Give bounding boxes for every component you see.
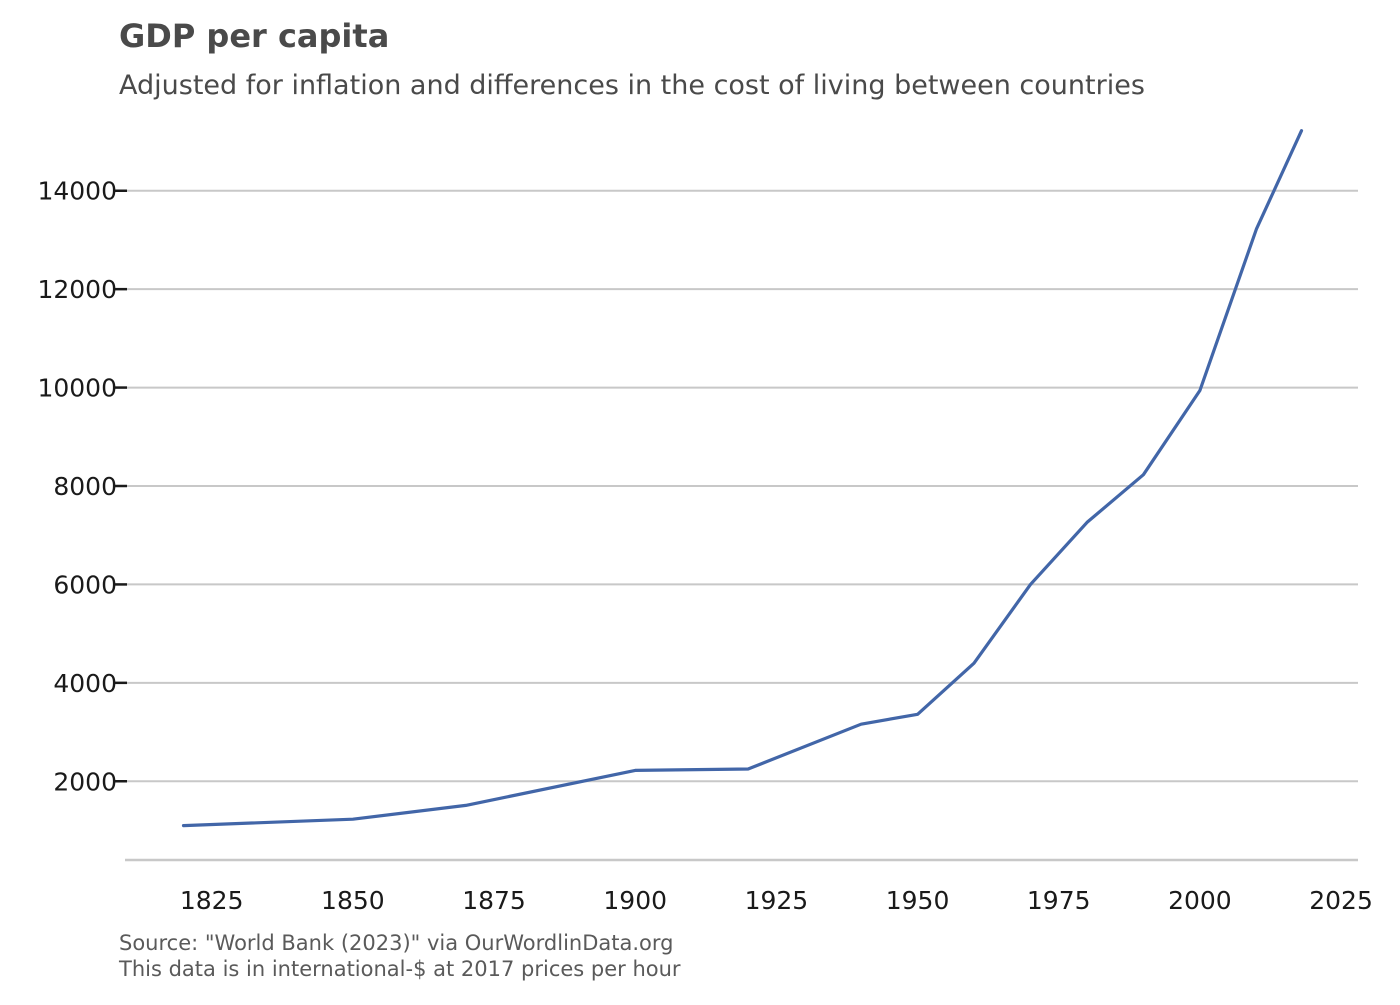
y-tick-label: 2000 — [53, 767, 117, 796]
units-note: This data is in international-$ at 2017 … — [119, 957, 681, 981]
x-tick-label: 1975 — [1027, 886, 1091, 915]
x-tick-label: 1825 — [180, 886, 244, 915]
series-line-gdp-per-capita — [181, 129, 1304, 828]
series-group — [181, 129, 1304, 828]
y-tick-label: 8000 — [53, 472, 117, 501]
x-tick-label: 1950 — [886, 886, 950, 915]
y-tick-label: 12000 — [37, 275, 117, 304]
y-tick-label: 6000 — [53, 570, 117, 599]
x-tick-label: 1900 — [603, 886, 667, 915]
chart-footer: Source: "World Bank (2023)" via OurWordl… — [119, 930, 681, 982]
y-tick-label: 4000 — [53, 669, 117, 698]
chart-subtitle: Adjusted for inflation and differences i… — [119, 70, 1145, 101]
gridlines — [127, 189, 1358, 783]
x-tick-label: 2025 — [1309, 886, 1373, 915]
x-tick-label: 1875 — [462, 886, 526, 915]
x-tick-label: 1850 — [321, 886, 385, 915]
x-tick-label: 2000 — [1168, 886, 1232, 915]
y-axis: 2000 4000 6000 8000 10000 12000 14000 — [37, 177, 127, 796]
y-tick-label: 10000 — [37, 374, 117, 403]
chart-title: GDP per capita — [119, 17, 390, 55]
x-tick-label: 1925 — [745, 886, 809, 915]
y-tick-label: 14000 — [37, 177, 117, 206]
x-axis: 1825 1850 1875 1900 1925 1950 1975 2000 2025 — [125, 858, 1373, 915]
source-note: Source: "World Bank (2023)" via OurWordl… — [119, 931, 674, 955]
